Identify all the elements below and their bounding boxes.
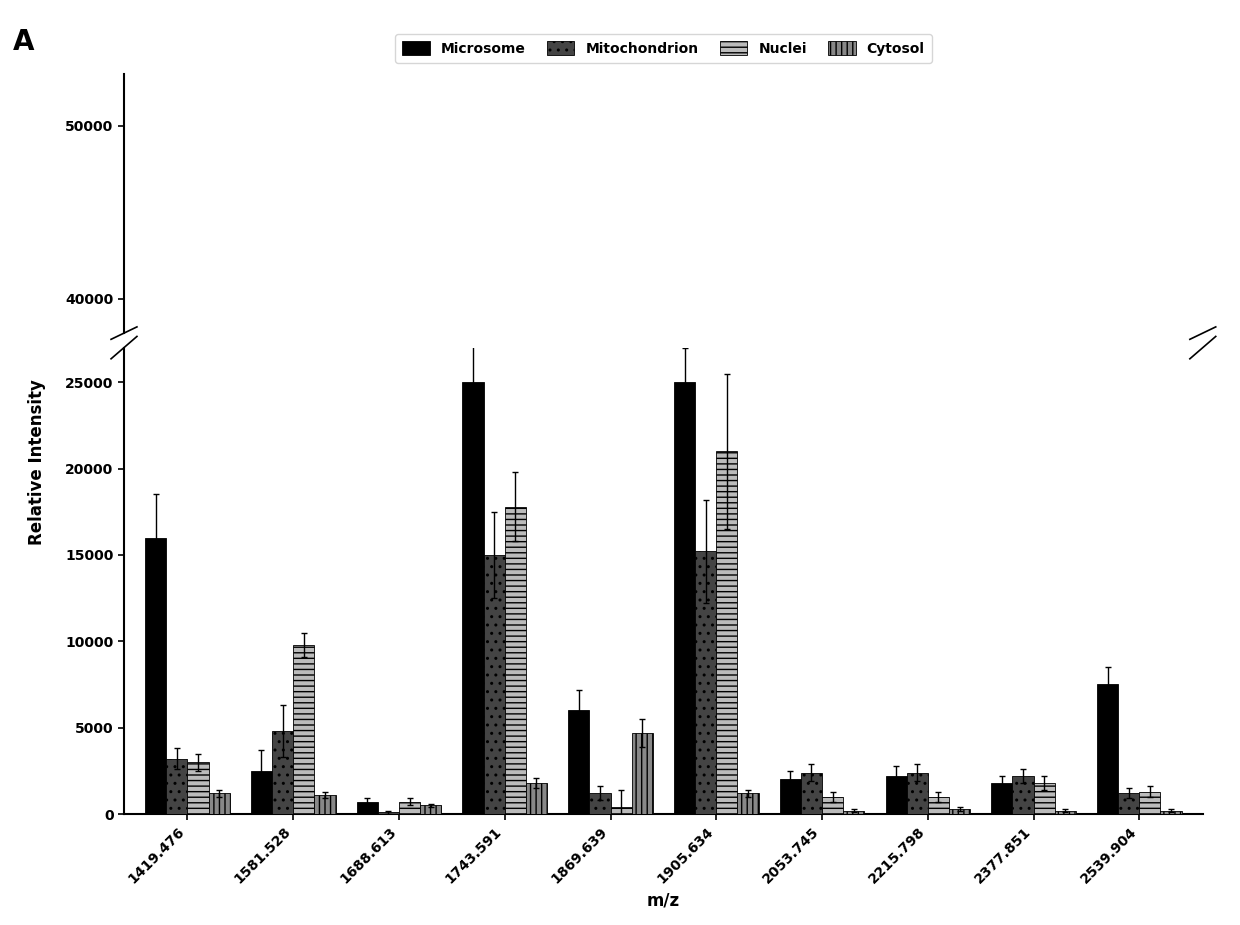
Bar [1097, 684, 1118, 814]
Bar [568, 710, 589, 814]
Bar [675, 382, 696, 814]
Bar [1012, 776, 1034, 814]
Bar [1097, 860, 1118, 925]
Bar [526, 783, 547, 814]
Bar [610, 808, 631, 814]
Bar [463, 382, 484, 814]
Bar [357, 802, 378, 814]
Bar [187, 762, 208, 814]
Bar [589, 794, 610, 814]
Bar [696, 727, 717, 925]
Bar [780, 780, 801, 814]
Bar [675, 558, 696, 925]
Bar [631, 908, 652, 925]
Bar [906, 772, 928, 814]
Bar [801, 772, 822, 814]
Bar [949, 808, 970, 814]
Bar [822, 796, 843, 814]
Bar [463, 558, 484, 925]
Bar [484, 731, 505, 925]
Bar [1034, 783, 1055, 814]
Bar [293, 645, 315, 814]
Bar [885, 776, 906, 814]
Bar [928, 796, 949, 814]
Bar [717, 451, 738, 814]
Bar [293, 820, 315, 925]
Bar [272, 731, 293, 814]
X-axis label: m/z: m/z [647, 892, 680, 910]
Bar [991, 783, 1012, 814]
Bar [568, 886, 589, 925]
Bar [208, 794, 229, 814]
Bar [378, 812, 399, 814]
Bar [1161, 810, 1182, 814]
Bar [420, 806, 441, 814]
Bar [272, 906, 293, 925]
Bar [145, 537, 166, 814]
Legend: Microsome, Mitochondrion, Nuclei, Cytosol: Microsome, Mitochondrion, Nuclei, Cytoso… [396, 34, 931, 63]
Bar [505, 682, 526, 925]
Bar [315, 795, 336, 814]
Bar [696, 551, 717, 814]
Bar [631, 733, 652, 814]
Bar [399, 802, 420, 814]
Bar [1118, 794, 1140, 814]
Bar [484, 555, 505, 814]
Bar [166, 758, 187, 814]
Bar [717, 627, 738, 925]
Bar [843, 810, 864, 814]
Text: A: A [12, 28, 33, 56]
Bar [1055, 810, 1076, 814]
Text: Relative Intensity: Relative Intensity [29, 379, 46, 546]
Bar [145, 713, 166, 925]
Bar [1140, 792, 1161, 814]
Bar [505, 507, 526, 814]
Bar [250, 771, 272, 814]
Bar [738, 794, 759, 814]
